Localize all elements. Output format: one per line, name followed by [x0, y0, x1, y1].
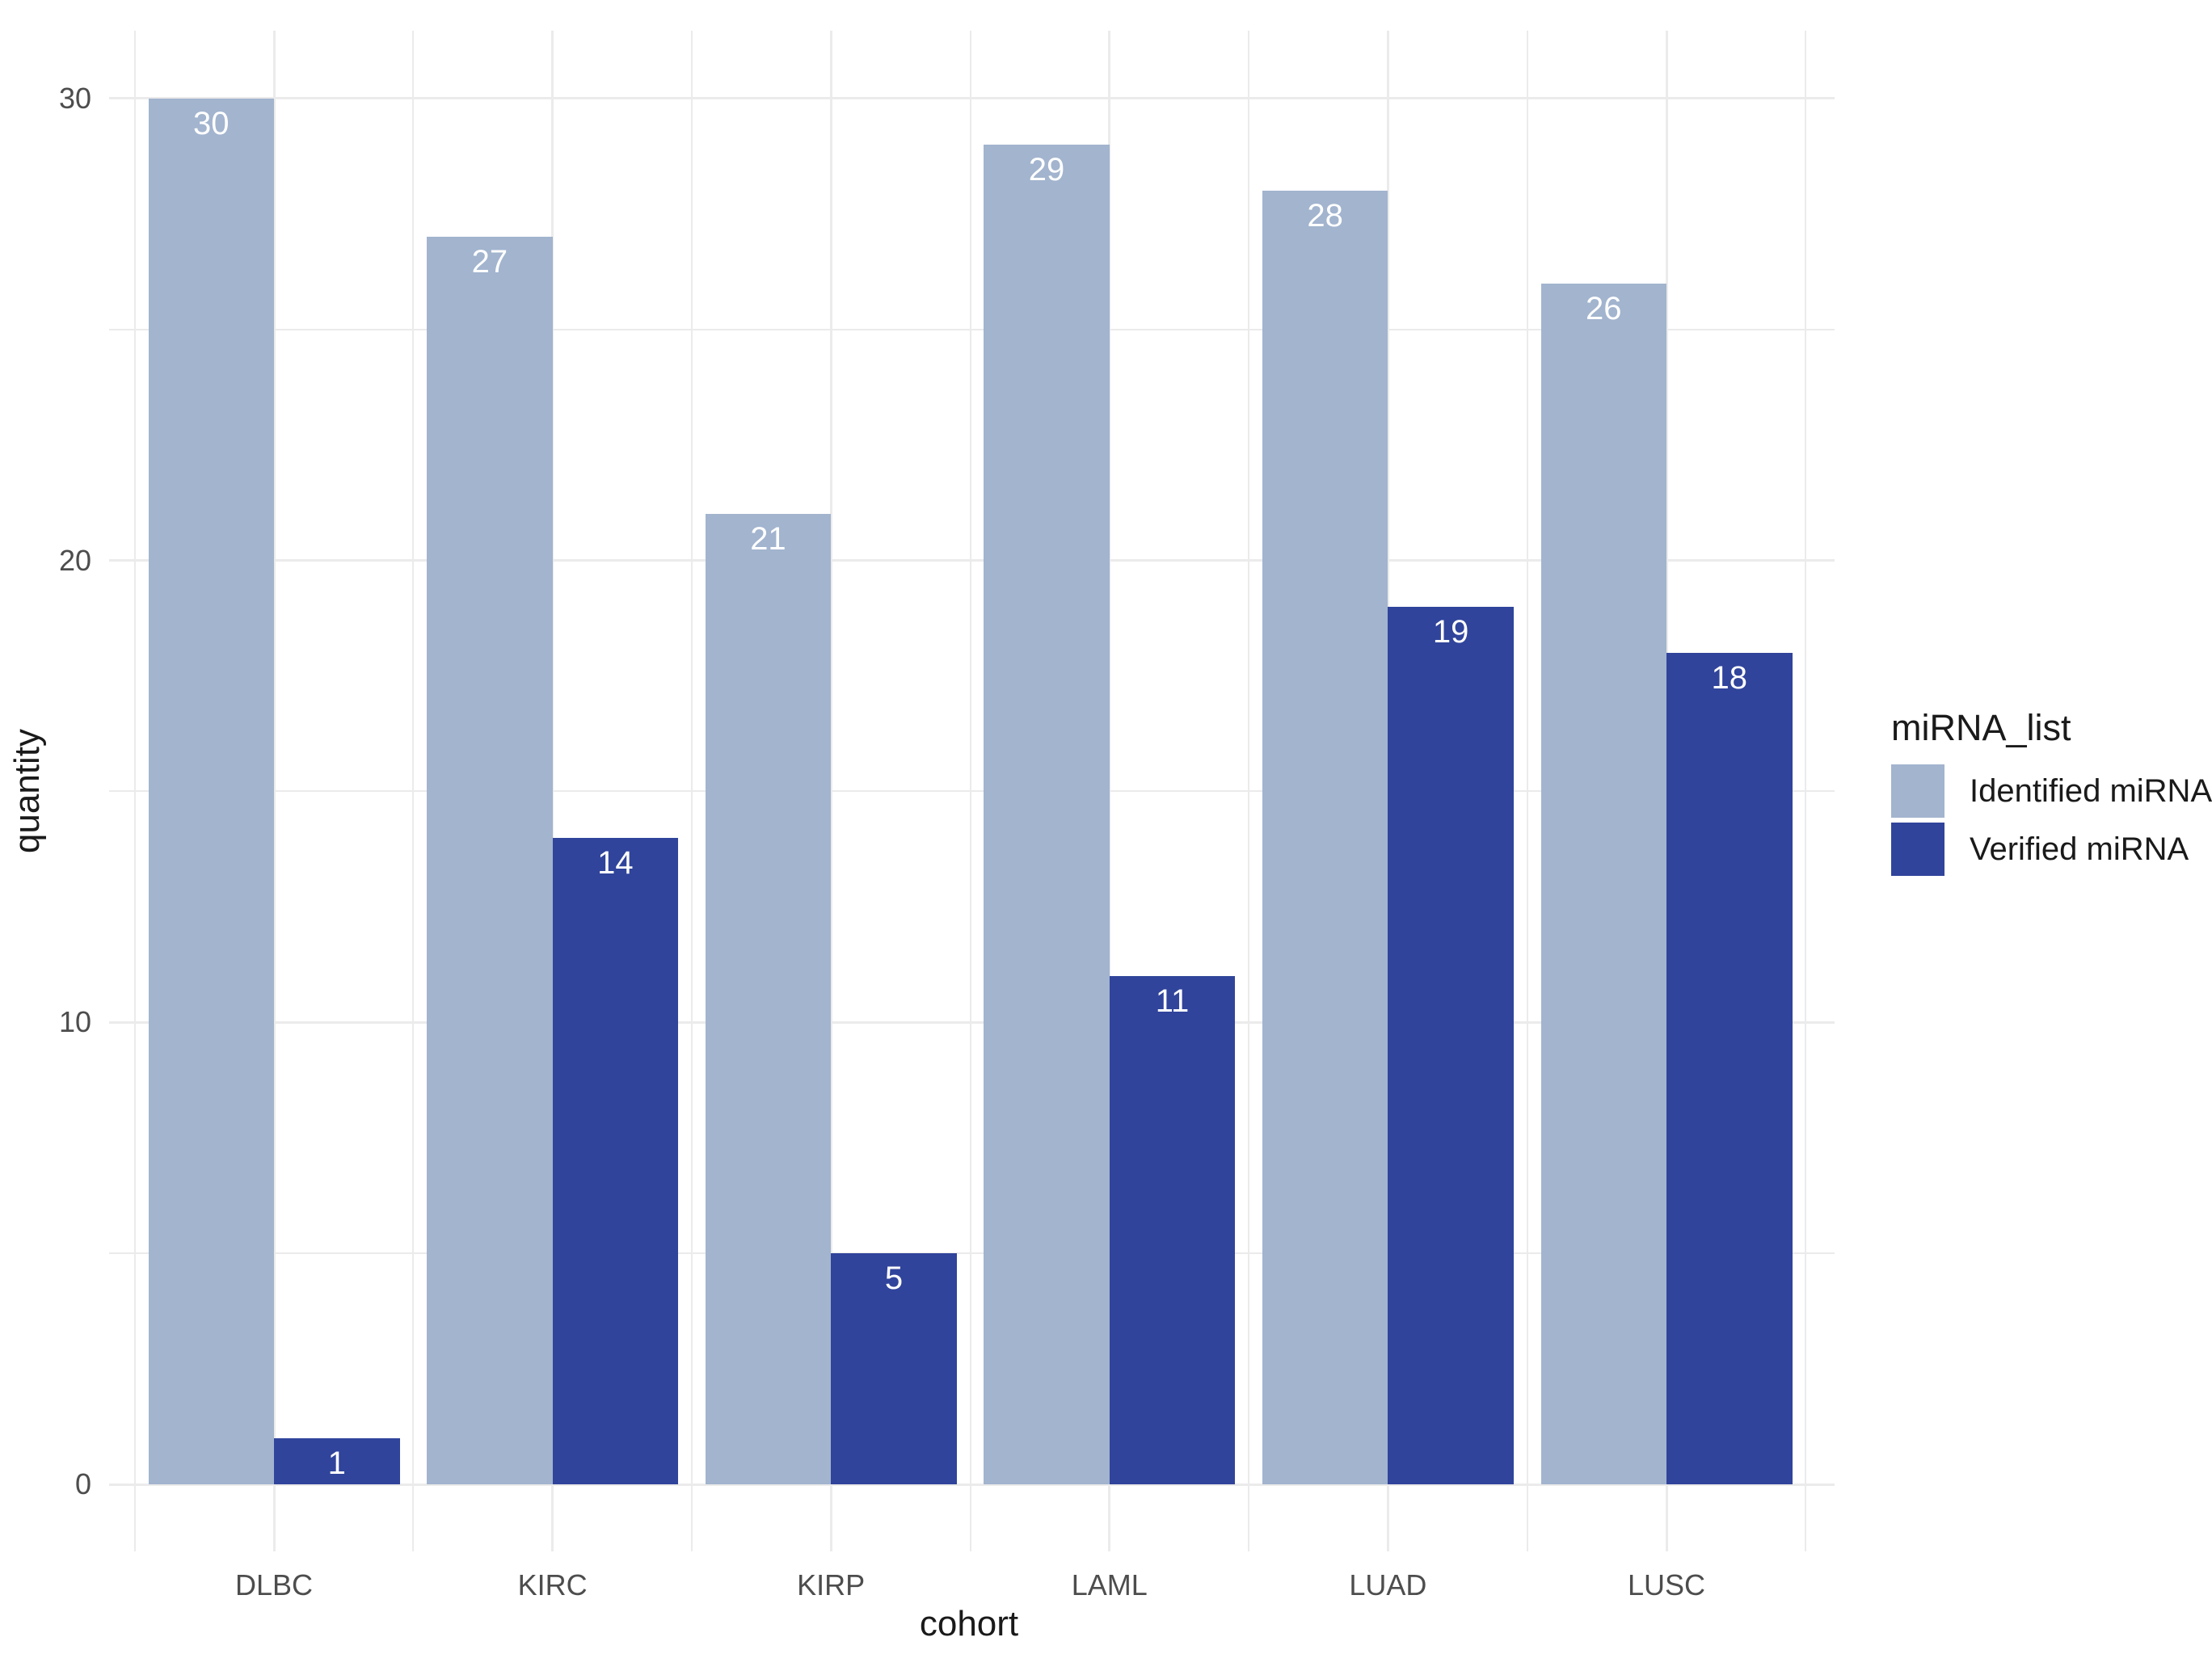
gridline-h-minor: [109, 790, 1835, 793]
gridline-h-major: [109, 559, 1835, 562]
legend-key-verified-mirna: Verified miRNA: [1891, 822, 2212, 876]
legend-key-identified-mirna: Identified miRNA: [1891, 764, 2212, 818]
bar-value-label: 18: [1711, 659, 1748, 696]
bar-identified-mirna-dlbc: 30: [148, 98, 274, 1484]
bar-value-label: 21: [750, 521, 786, 558]
gridline-h-major: [109, 97, 1835, 100]
x-tick-label-dlbc: DLBC: [234, 1568, 314, 1601]
y-tick-label: 0: [74, 1467, 91, 1500]
bar-identified-mirna-kirc: 27: [427, 237, 553, 1484]
gridline-v-minor: [969, 31, 971, 1551]
bar-verified-mirna-luad: 19: [1388, 606, 1514, 1484]
gridline-h-minor: [109, 1252, 1835, 1255]
gridline-v-minor: [690, 31, 693, 1551]
bar-verified-mirna-kirc: 14: [552, 837, 679, 1484]
bar-value-label: 5: [884, 1260, 904, 1297]
y-tick-label: 10: [58, 1005, 91, 1039]
legend-keys: Identified miRNA Verified miRNA: [1891, 764, 2212, 876]
legend-swatch-identified-mirna: [1891, 764, 1944, 818]
gridline-v-minor: [133, 31, 136, 1551]
bar-value-label: 26: [1586, 290, 1622, 326]
gridline-v-major: [272, 31, 276, 1551]
bar-identified-mirna-kirp: 21: [705, 514, 832, 1484]
legend-label-identified-mirna: Identified miRNA: [1970, 772, 2212, 809]
bar-verified-mirna-kirp: 5: [831, 1253, 957, 1484]
bar-value-label: 11: [1155, 983, 1190, 1020]
legend-title: miRNA_list: [1891, 707, 2071, 748]
y-axis-title: quantity: [7, 728, 47, 854]
bar-identified-mirna-luad: 28: [1262, 191, 1388, 1484]
bar-value-label: 14: [597, 844, 634, 881]
gridline-v-minor: [1805, 31, 1807, 1551]
x-tick-label-luad: LUAD: [1349, 1568, 1427, 1601]
gridline-v-minor: [1248, 31, 1250, 1551]
gridline-v-major: [1108, 31, 1111, 1551]
bar-value-label: 27: [471, 244, 508, 280]
bar-identified-mirna-lusc: 26: [1540, 283, 1666, 1484]
gridline-h-major: [109, 1483, 1835, 1486]
bar-verified-mirna-laml: 11: [1109, 976, 1236, 1484]
x-tick-label-kirp: KIRP: [797, 1568, 866, 1601]
y-tick-label: 20: [58, 543, 91, 577]
bar-value-label: 29: [1028, 152, 1065, 188]
y-tick-label: 30: [58, 81, 91, 115]
x-tick-label-laml: LAML: [1071, 1568, 1148, 1601]
legend-swatch-verified-mirna: [1891, 822, 1944, 876]
x-tick-label-lusc: LUSC: [1627, 1568, 1706, 1601]
x-tick-label-kirc: KIRC: [517, 1568, 588, 1601]
x-axis-title: cohort: [919, 1604, 1019, 1643]
legend: miRNA_list Identified miRNA Verified miRN…: [1891, 708, 2212, 881]
gridline-h-minor: [109, 328, 1835, 330]
bar-value-label: 19: [1432, 613, 1469, 650]
gridline-v-major: [829, 31, 832, 1551]
gridline-h-major: [109, 1021, 1835, 1024]
bar-value-label: 1: [327, 1445, 346, 1481]
bar-verified-mirna-dlbc: 1: [274, 1437, 400, 1484]
bar-value-label: 28: [1307, 198, 1343, 234]
gridline-v-minor: [1526, 31, 1528, 1551]
bar-value-label: 30: [193, 105, 230, 141]
gridline-v-minor: [412, 31, 415, 1551]
gridline-v-major: [551, 31, 554, 1551]
bar-verified-mirna-lusc: 18: [1666, 652, 1793, 1484]
plot-panel: 30 1 27 14 21 5 29 11 28 19 26 18: [109, 31, 1835, 1551]
legend-label-verified-mirna: Verified miRNA: [1970, 831, 2189, 867]
bar-identified-mirna-laml: 29: [984, 145, 1110, 1484]
